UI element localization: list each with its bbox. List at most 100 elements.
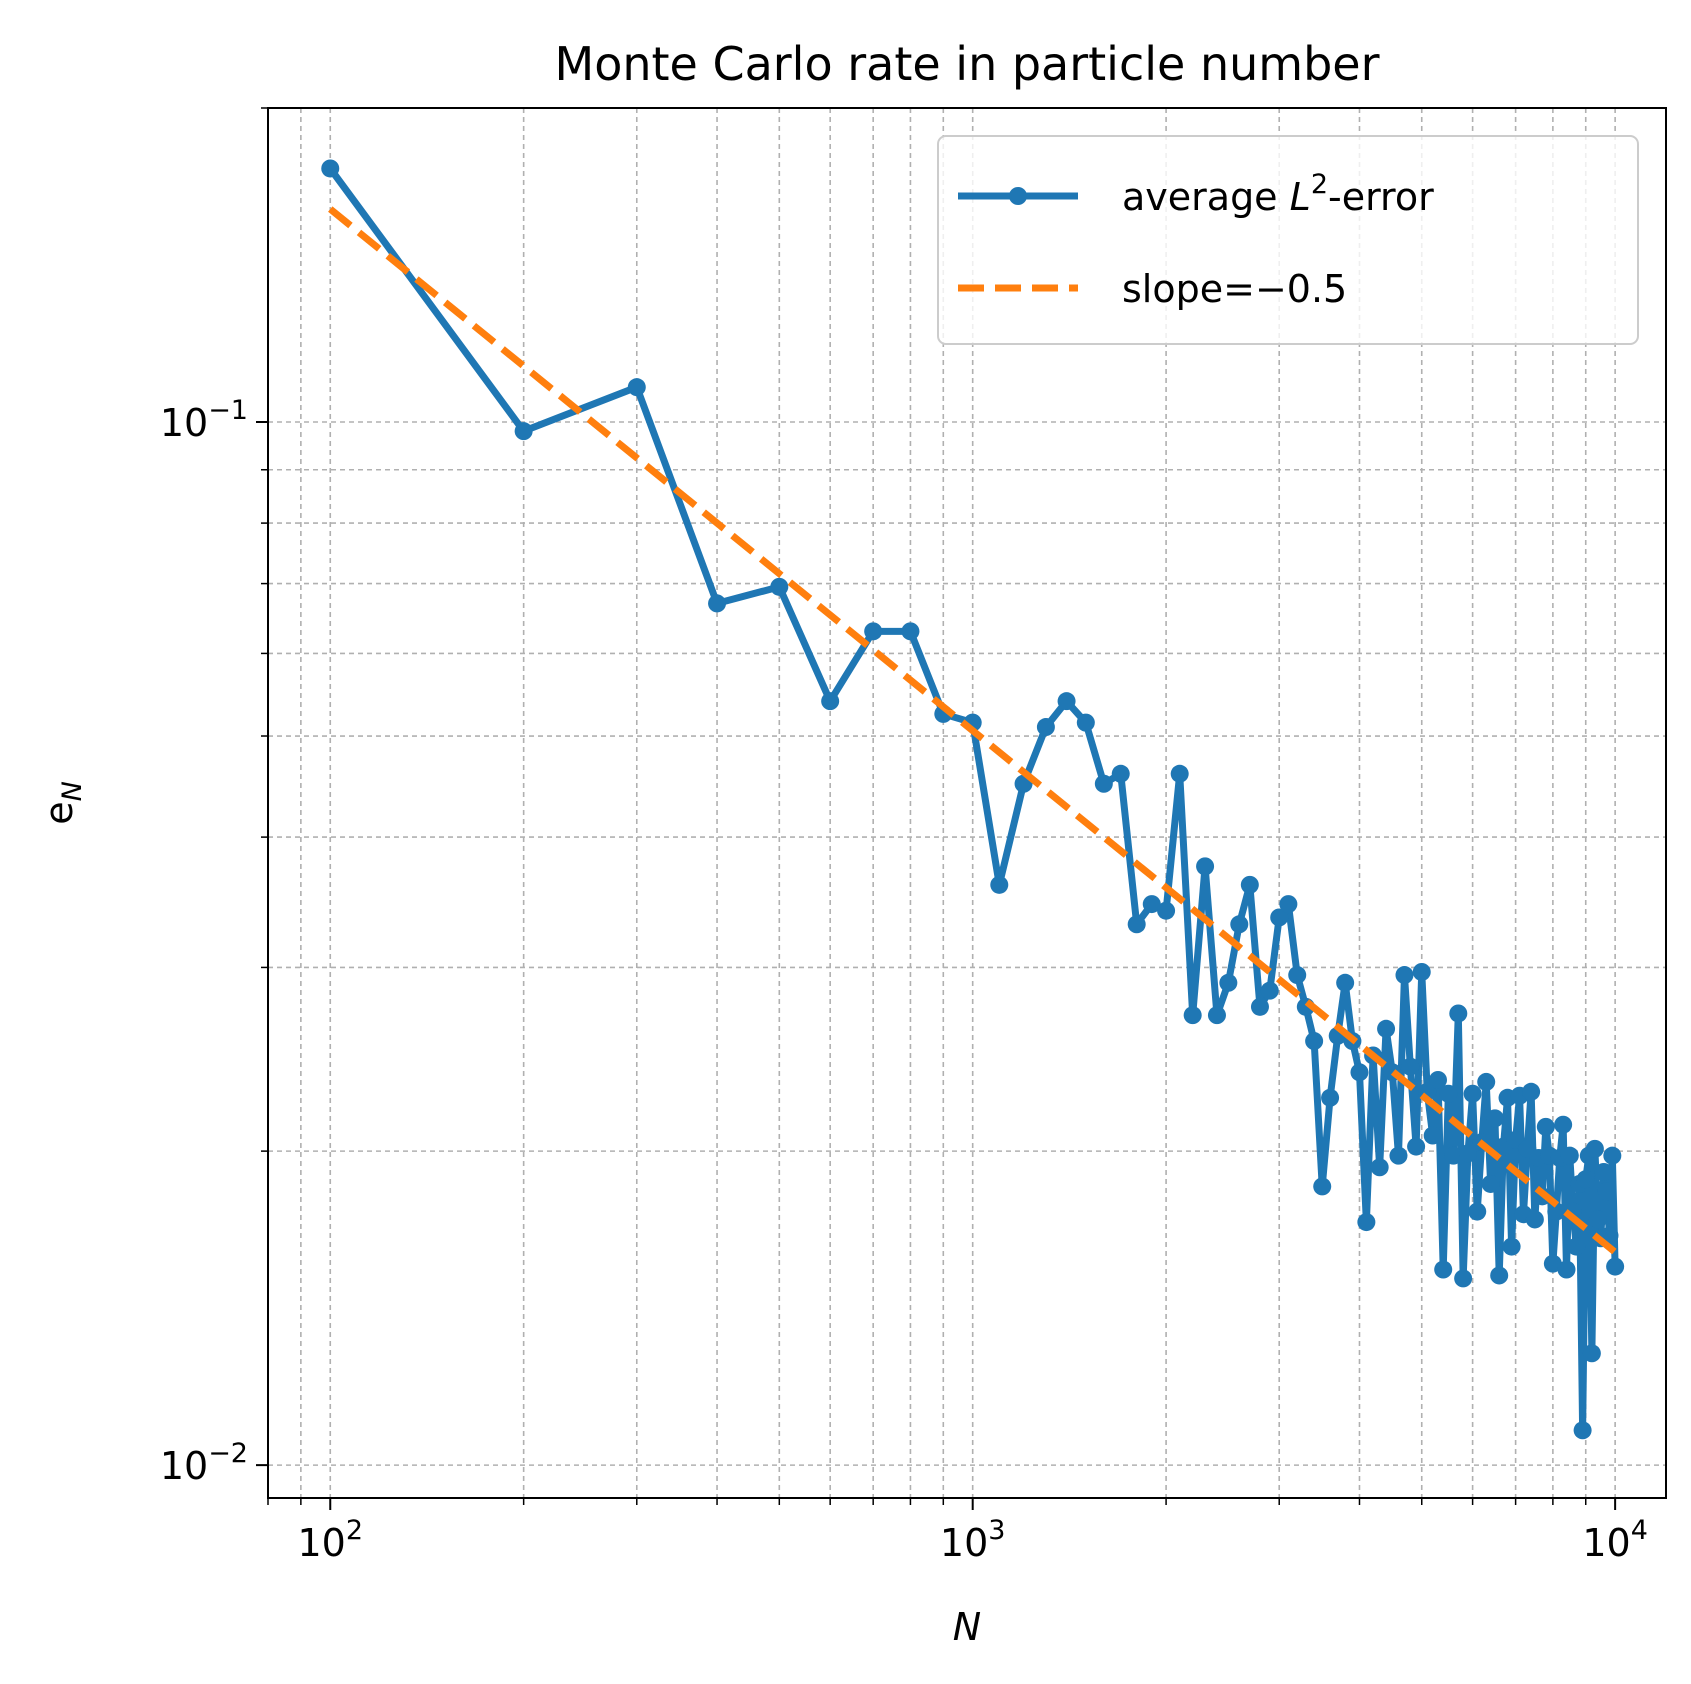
y-axis-label: eN: [37, 781, 88, 825]
data-point: [1477, 1072, 1496, 1091]
data-point: [1576, 1170, 1595, 1189]
data-point: [1219, 973, 1238, 992]
data-point: [1554, 1115, 1573, 1134]
data-point: [708, 594, 727, 613]
data-point: [1377, 1019, 1396, 1038]
y-tick-label: 10−2: [160, 1438, 248, 1488]
data-point: [1357, 1213, 1376, 1232]
x-tick-label-base: 10: [940, 1521, 988, 1565]
legend-label-superscript: 2: [1311, 169, 1328, 200]
data-point: [514, 422, 533, 441]
y-tick-label-base: 10: [160, 1444, 208, 1488]
data-point: [1594, 1162, 1613, 1181]
data-point: [821, 692, 840, 711]
data-point: [1250, 997, 1269, 1016]
data-point: [1157, 901, 1176, 920]
data-point: [1543, 1254, 1562, 1273]
data-point: [1439, 1084, 1458, 1103]
data-point: [1481, 1174, 1500, 1193]
data-point: [1458, 1144, 1477, 1163]
legend-label-suffix: -error: [1328, 175, 1434, 219]
legend-marker: [1009, 187, 1027, 205]
data-point: [1485, 1109, 1504, 1128]
data-point: [864, 622, 883, 641]
data-point: [1449, 1004, 1468, 1023]
data-point: [1428, 1070, 1447, 1089]
data-point: [1094, 774, 1113, 793]
data-point: [1127, 915, 1146, 934]
data-point: [1057, 692, 1076, 711]
data-point: [1196, 857, 1215, 876]
data-point: [1588, 1210, 1607, 1229]
x-tick-label-exponent: 2: [346, 1515, 363, 1546]
data-point: [1142, 895, 1161, 914]
data-point: [1389, 1146, 1408, 1165]
legend-label-math: L: [1290, 175, 1311, 219]
x-tick-label: 104: [1582, 1515, 1648, 1565]
x-axis-label: N: [953, 1605, 981, 1649]
y-tick-label: 10−1: [160, 395, 248, 445]
x-tick-label: 103: [940, 1515, 1006, 1565]
data-point: [1260, 981, 1279, 1000]
data-point: [1423, 1126, 1442, 1145]
data-point: [1547, 1202, 1566, 1221]
data-point: [1036, 718, 1055, 737]
data-point: [1183, 1006, 1202, 1025]
data-point: [1230, 915, 1249, 934]
data-point: [1207, 1006, 1226, 1025]
data-point: [1603, 1146, 1622, 1165]
y-tick-label-exponent: −1: [208, 395, 248, 426]
legend: average L2-error slope=−0.5: [937, 135, 1639, 345]
data-point: [1573, 1421, 1592, 1440]
data-point: [1111, 764, 1130, 783]
data-point: [990, 875, 1009, 894]
y-tick-label-exponent: −2: [208, 1438, 248, 1469]
x-tick-label-base: 10: [297, 1521, 345, 1565]
data-point: [1305, 1032, 1324, 1051]
data-point: [1370, 1158, 1389, 1177]
data-point: [1536, 1117, 1555, 1136]
data-point: [1525, 1210, 1544, 1229]
series-line-1: [328, 206, 1618, 1255]
series-line-0: [327, 166, 1619, 1434]
data-point: [1468, 1202, 1487, 1221]
data-point: [1522, 1082, 1541, 1101]
data-point: [1597, 1182, 1616, 1201]
x-tick-label-exponent: 4: [1631, 1515, 1648, 1546]
data-point: [1444, 1146, 1463, 1165]
data-point: [1279, 895, 1298, 914]
y-tick-label-base: 10: [160, 401, 208, 445]
legend-label-text: slope=−0.5: [1122, 267, 1347, 311]
legend-label-1: slope=−0.5: [1122, 267, 1347, 311]
data-point: [1240, 875, 1259, 894]
data-point: [1567, 1237, 1586, 1256]
y-axis-label-base: e: [37, 801, 81, 824]
data-point: [1557, 1260, 1576, 1279]
data-point: [627, 378, 646, 397]
x-tick-label: 102: [297, 1515, 363, 1565]
data-point: [1270, 908, 1289, 927]
data-point: [321, 159, 340, 178]
data-point: [1560, 1146, 1579, 1165]
legend-label-0: average L2-error: [1122, 169, 1434, 219]
data-point: [1585, 1139, 1604, 1158]
data-point: [1463, 1084, 1482, 1103]
data-point: [1170, 764, 1189, 783]
data-point: [1288, 966, 1307, 985]
data-point: [1401, 1057, 1420, 1076]
data-point: [1412, 962, 1431, 981]
data-point: [770, 577, 789, 596]
data-point: [1606, 1257, 1625, 1276]
chart-title: Monte Carlo rate in particle number: [555, 37, 1380, 91]
legend-box: [937, 135, 1639, 345]
data-point: [1582, 1344, 1601, 1363]
y-axis-label-subscript: N: [57, 781, 88, 801]
data-point: [1502, 1237, 1521, 1256]
data-point: [1490, 1266, 1509, 1285]
legend-label-text: average: [1122, 175, 1290, 219]
data-point: [1454, 1269, 1473, 1288]
x-tick-label-base: 10: [1582, 1521, 1630, 1565]
plot-frame: [267, 107, 1667, 1499]
